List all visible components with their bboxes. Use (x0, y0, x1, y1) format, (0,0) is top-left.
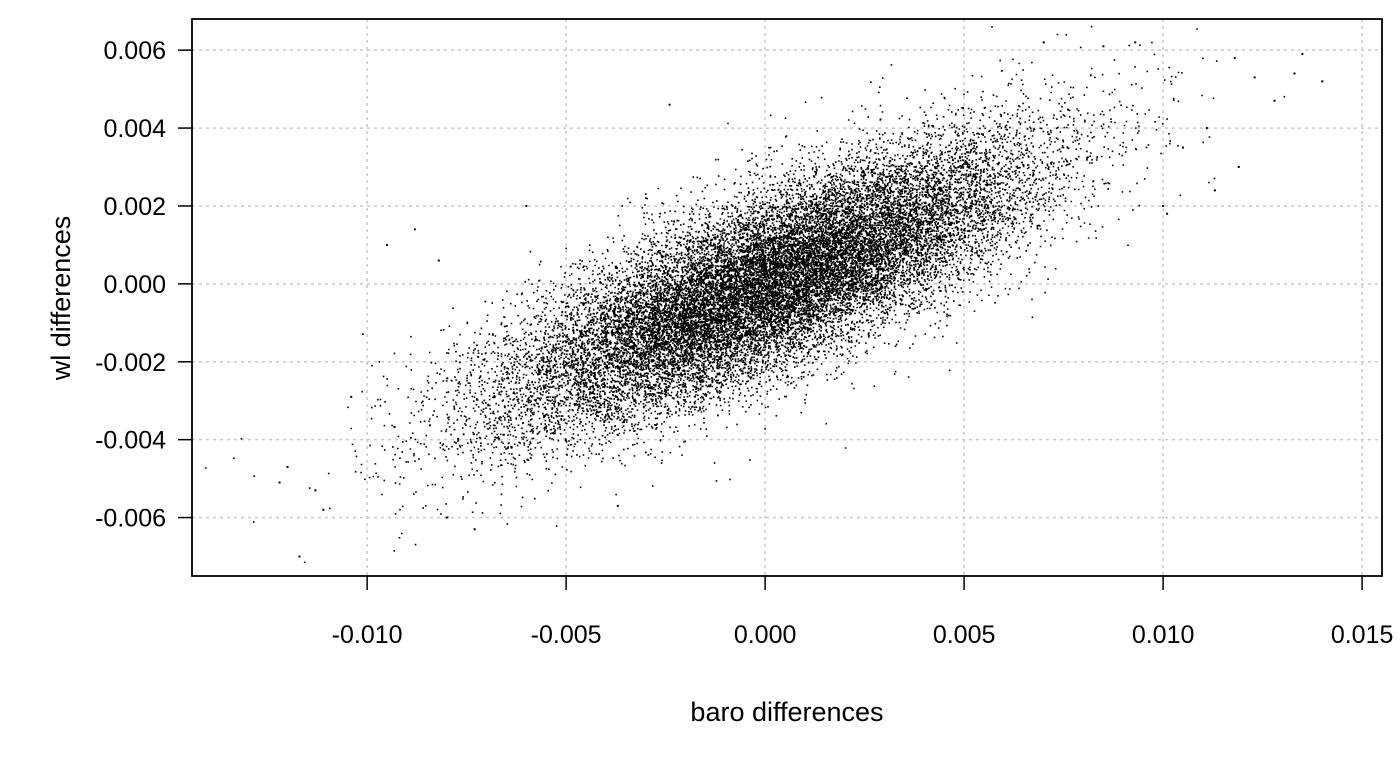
x-axis: -0.010 -0.005 0.000 0.005 0.010 0.015 (332, 576, 1394, 649)
scatter-point (1253, 76, 1256, 79)
x-tick-label: 0.000 (734, 621, 797, 649)
scatter-point (350, 395, 353, 398)
scatter-point (1042, 41, 1045, 44)
scatter-point (1213, 189, 1216, 192)
scatter-point (1205, 127, 1208, 130)
y-tick-label: 0.004 (103, 115, 166, 143)
y-tick-label: -0.006 (95, 505, 166, 533)
scatter-point (668, 103, 671, 106)
y-tick-label: 0.002 (103, 193, 166, 221)
plot-frame (191, 18, 1383, 577)
scatter-point (298, 555, 301, 558)
scatter-point (1273, 99, 1276, 102)
x-tick-label: 0.015 (1331, 621, 1394, 649)
y-axis: -0.006 -0.004 -0.002 0.000 0.002 0.004 0.006 (95, 37, 192, 533)
scatter-point (1162, 204, 1165, 207)
scatter-point (1134, 41, 1137, 44)
scatter-point (413, 228, 416, 231)
scatter-point (1102, 45, 1105, 48)
x-tick-label: 0.005 (933, 621, 996, 649)
scatter-point (616, 504, 619, 507)
scatter-points (205, 25, 1324, 564)
y-axis-title: wl differences (46, 216, 76, 382)
scatter-point (1301, 53, 1304, 56)
scatter-point (473, 528, 476, 531)
scatter-point (1166, 212, 1169, 215)
scatter-point (386, 243, 389, 246)
scatter-point (322, 508, 325, 511)
scatter-point (1321, 80, 1324, 83)
scatter-point (437, 259, 440, 262)
scatter-point-cloud (205, 25, 1286, 564)
y-tick-label: -0.002 (95, 349, 166, 377)
scatter-point (278, 481, 281, 484)
y-tick-label: -0.004 (95, 427, 166, 455)
scatter-point (314, 489, 317, 492)
x-tick-label: -0.010 (332, 621, 403, 649)
scatter-point (1182, 146, 1185, 149)
scatter-point (445, 516, 448, 519)
y-tick-label: 0.000 (103, 271, 166, 299)
scatter-point (1233, 56, 1236, 59)
scatter-point (1293, 72, 1296, 75)
x-tick-label: 0.010 (1132, 621, 1195, 649)
scatter-point (525, 204, 528, 207)
scatter-point (286, 465, 289, 468)
scatter-point (1237, 166, 1240, 169)
y-tick-label: 0.006 (103, 37, 166, 65)
x-axis-title: baro differences (690, 697, 883, 727)
x-tick-label: -0.005 (531, 621, 602, 649)
